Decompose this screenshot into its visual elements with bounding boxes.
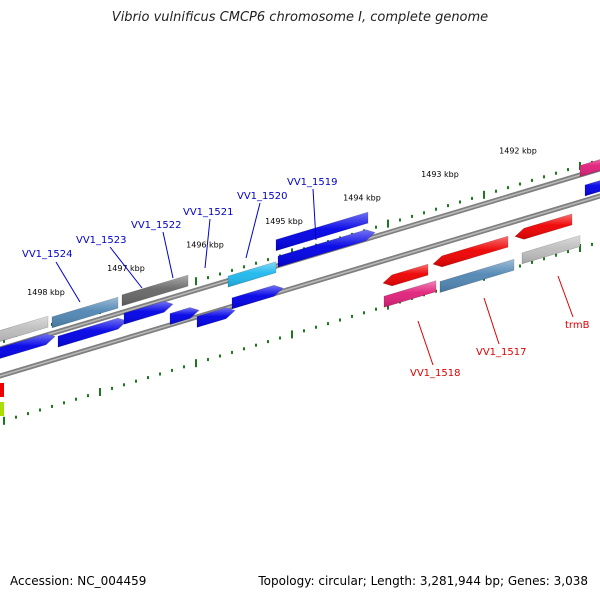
cds-arrow-shine bbox=[170, 307, 199, 325]
gene-magenta-shine bbox=[384, 280, 436, 308]
gene-darkgray-shine bbox=[122, 275, 188, 306]
scale-tick-label: 1494 kbp bbox=[343, 193, 381, 202]
cds-arrow-shine bbox=[124, 301, 173, 325]
gene-label-reverse: trmB bbox=[565, 320, 590, 331]
gene-label-forward: VV1_1519 bbox=[287, 177, 338, 188]
cds-arrow-shine bbox=[197, 307, 235, 328]
cds-arrow-shine bbox=[0, 333, 55, 359]
gene-lightgray-shine bbox=[522, 235, 580, 264]
gene-red-shine bbox=[515, 213, 572, 240]
gene-lightgray-shine bbox=[0, 316, 48, 342]
gene-magenta-edge-shine bbox=[580, 159, 600, 177]
scale-tick-label: 1493 kbp bbox=[421, 170, 459, 179]
scale-tick-label: 1492 kbp bbox=[499, 147, 537, 156]
gene-leader-line bbox=[245, 202, 261, 259]
accession-text: Accession: NC_004459 bbox=[10, 574, 147, 588]
gene-leader-line bbox=[417, 320, 434, 366]
gene-leader-line bbox=[162, 231, 174, 279]
gene-label-forward: VV1_1520 bbox=[237, 191, 288, 202]
cds-arrow-edge-shine bbox=[585, 180, 600, 196]
cds-arrow-shine bbox=[278, 229, 375, 268]
gene-steelblue-shine bbox=[440, 259, 514, 293]
backbone-highlight bbox=[0, 195, 600, 377]
gene-leader-line bbox=[557, 275, 574, 318]
gene-steelblue-shine bbox=[52, 297, 118, 328]
scale-tick-label: 1497 kbp bbox=[107, 264, 145, 273]
gene-leader-line bbox=[204, 218, 211, 269]
scale-tick-label: 1498 kbp bbox=[27, 288, 65, 297]
gene-label-forward: VV1_1521 bbox=[183, 207, 234, 218]
map-title: Vibrio vulnificus CMCP6 chromosome I, co… bbox=[111, 10, 489, 25]
gene-leader-line bbox=[483, 297, 500, 345]
gene-label-reverse: VV1_1517 bbox=[476, 347, 527, 358]
scale-tick-label: 1495 kbp bbox=[265, 217, 303, 226]
gene-leader-line bbox=[109, 246, 143, 289]
gene-yellowgreen-edge bbox=[0, 402, 4, 416]
gene-red-edge bbox=[0, 383, 4, 397]
gene-label-reverse: VV1_1518 bbox=[410, 368, 461, 379]
gene-red-shine bbox=[433, 236, 508, 267]
gene-leader-line bbox=[55, 261, 81, 303]
gene-label-forward: VV1_1524 bbox=[22, 249, 73, 260]
cds-arrow-shine bbox=[232, 285, 283, 309]
gene-leader-line bbox=[312, 188, 317, 241]
gene-label-forward: VV1_1523 bbox=[76, 235, 127, 246]
topology-summary: Topology: circular; Length: 3,281,944 bp… bbox=[258, 574, 588, 588]
cds-arrow-shine bbox=[58, 318, 127, 348]
gene-blue-long-shine bbox=[276, 212, 368, 251]
gene-cyan-shine bbox=[228, 261, 276, 288]
gene-label-forward: VV1_1522 bbox=[131, 220, 182, 231]
scale-tick-label: 1496 kbp bbox=[186, 241, 224, 250]
gene-red-shine bbox=[383, 264, 428, 286]
